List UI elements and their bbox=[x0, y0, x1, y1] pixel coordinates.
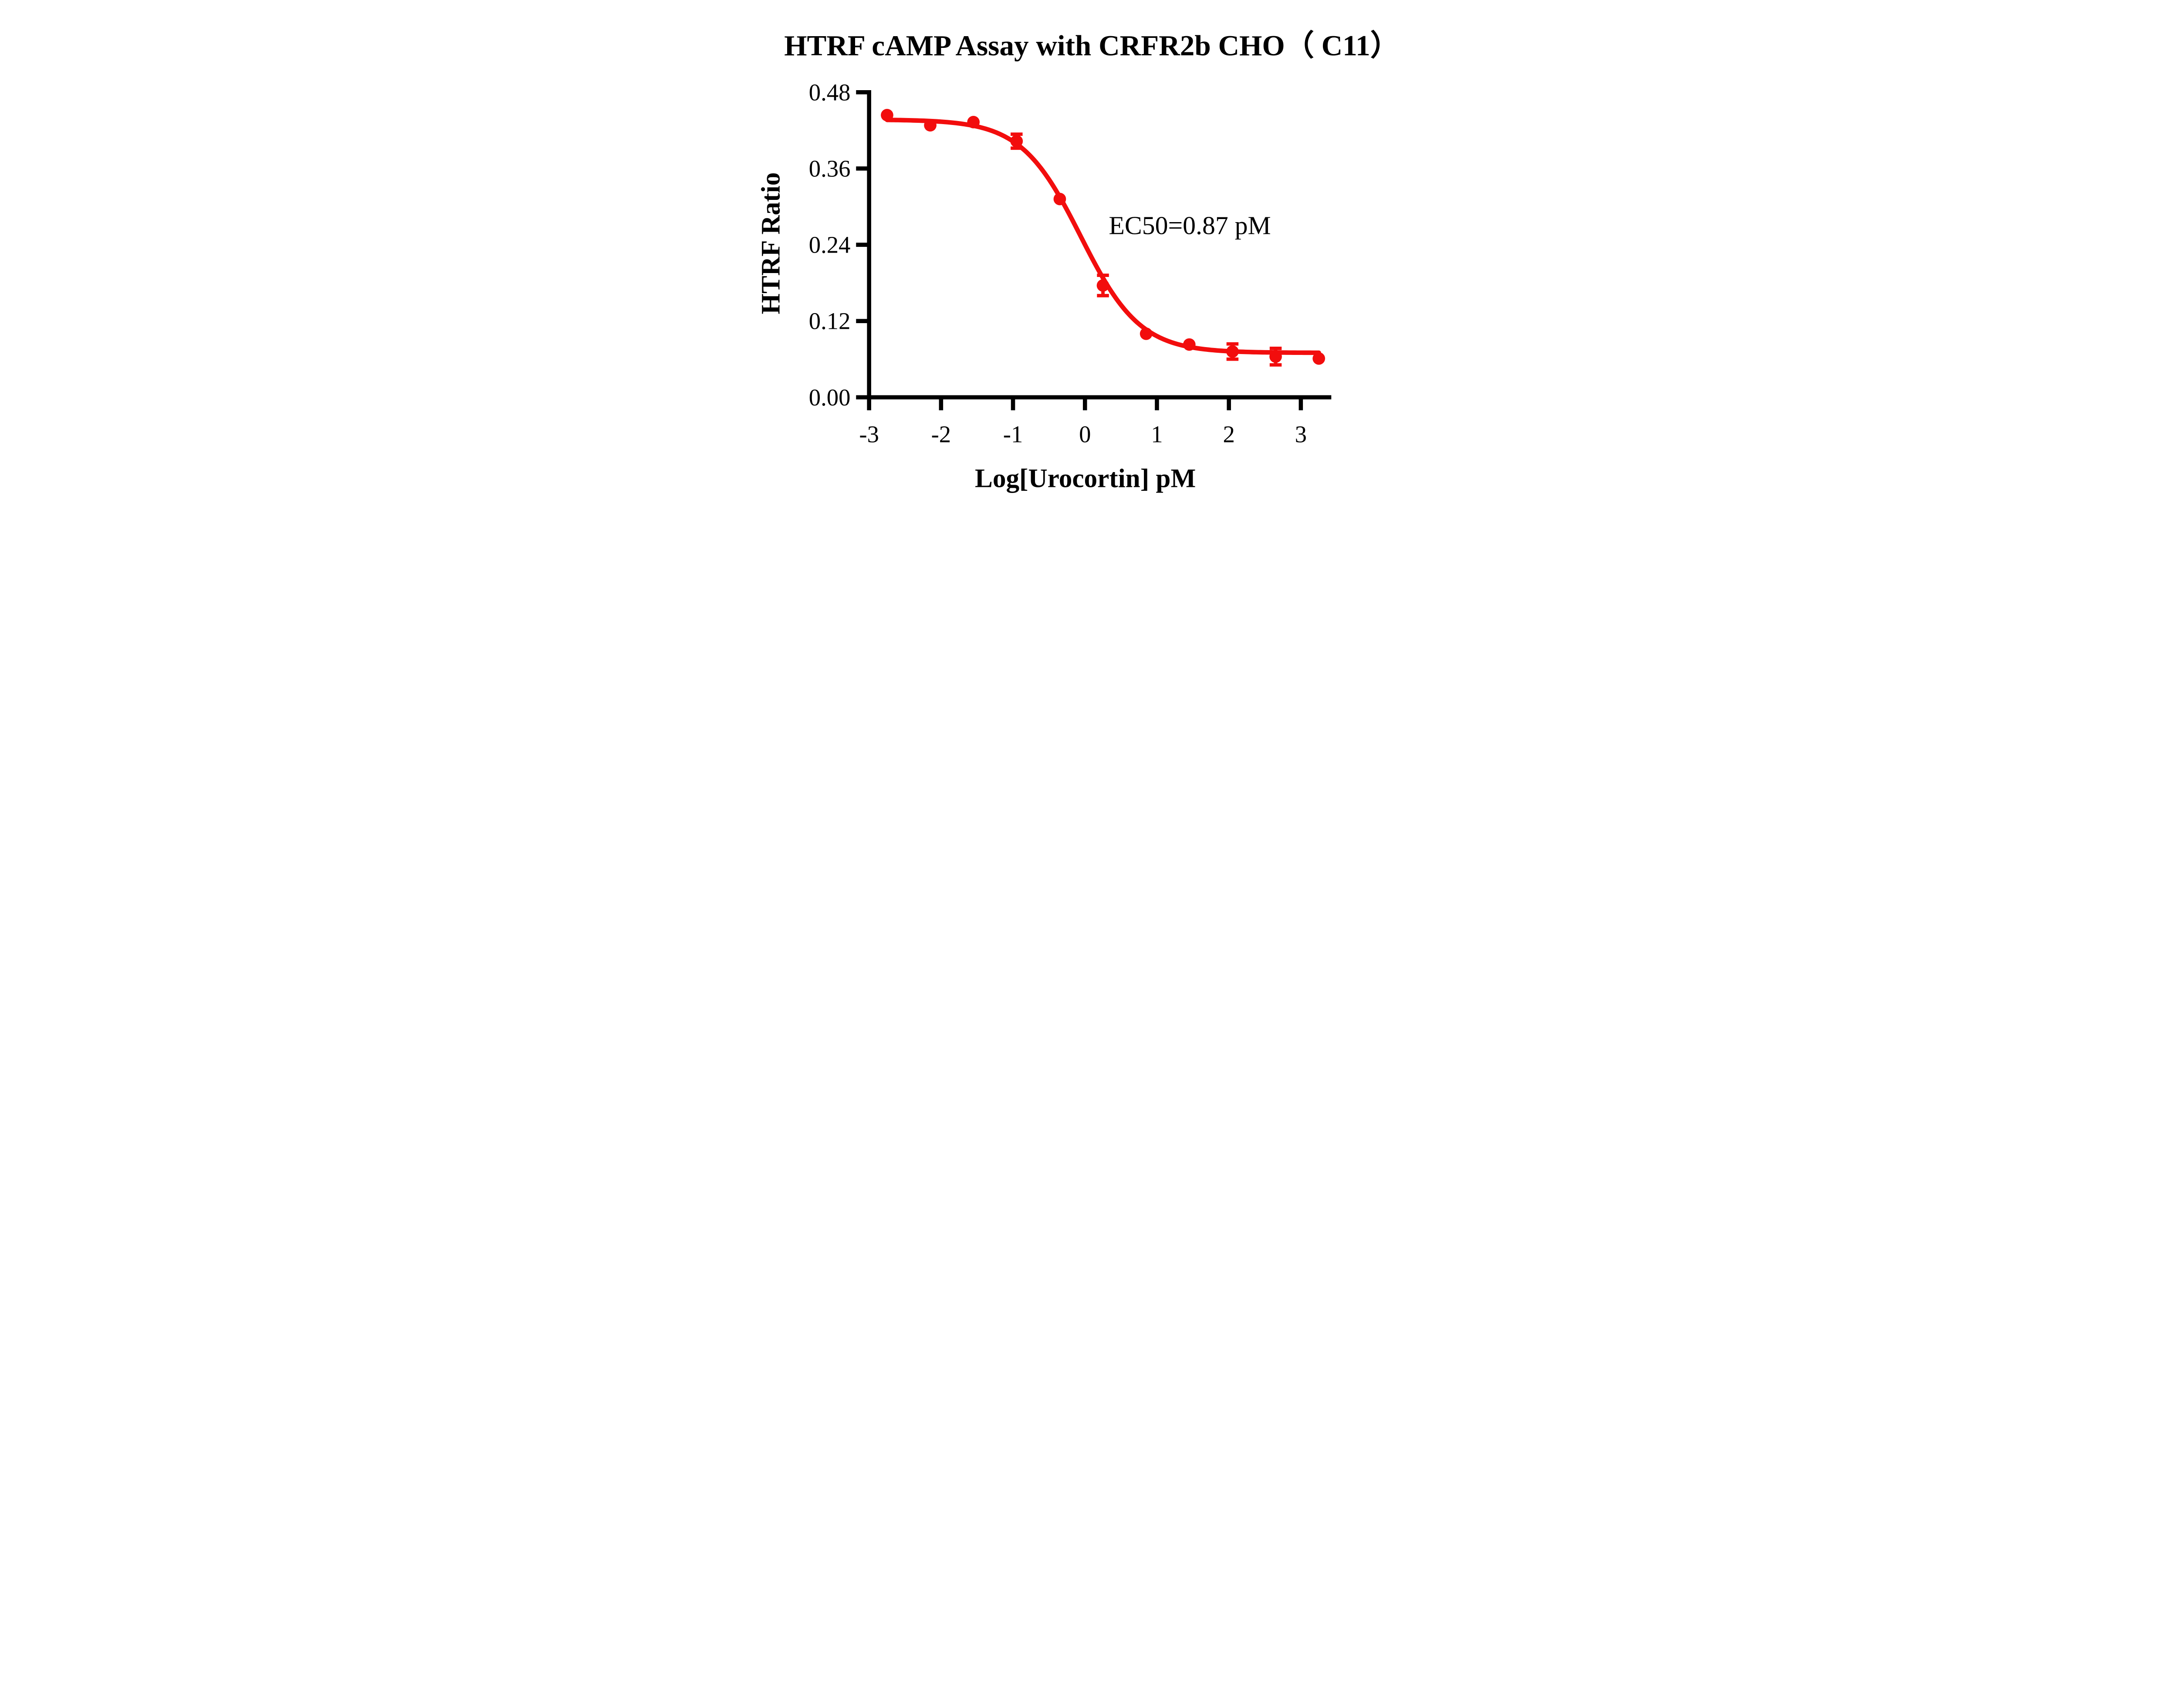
data-point bbox=[1010, 135, 1023, 148]
htrf-camp-assay-chart: HTRF cAMP Assay with CRFR2b CHO（ C11） HT… bbox=[741, 0, 1437, 510]
data-point bbox=[1183, 338, 1196, 351]
series-urocortin bbox=[881, 108, 1325, 367]
data-point bbox=[1053, 192, 1066, 206]
y-tick-label: 0.12 bbox=[809, 308, 851, 334]
chart-title: HTRF cAMP Assay with CRFR2b CHO（ C11） bbox=[784, 29, 1400, 62]
x-tick-label: 1 bbox=[1151, 421, 1163, 448]
data-point bbox=[967, 116, 980, 128]
x-tick-label: -3 bbox=[859, 421, 879, 448]
data-point bbox=[881, 108, 893, 122]
y-tick-label: 0.24 bbox=[809, 232, 851, 258]
data-point bbox=[1096, 279, 1109, 292]
x-axis-title: Log[Urocortin] pM bbox=[975, 464, 1196, 493]
x-tick-label: -2 bbox=[931, 421, 951, 448]
data-point bbox=[1269, 350, 1282, 363]
x-tick-label: 3 bbox=[1295, 421, 1307, 448]
dose-response-figure: HTRF cAMP Assay with CRFR2b CHO（ C11） HT… bbox=[741, 0, 1437, 510]
data-point bbox=[1140, 327, 1153, 340]
data-point bbox=[924, 119, 937, 132]
y-tick-label: 0.48 bbox=[809, 79, 851, 105]
x-tick-label: 2 bbox=[1223, 421, 1234, 448]
ec50-annotation: EC50=0.87 pM bbox=[1109, 211, 1271, 240]
data-point bbox=[1226, 345, 1239, 358]
y-axis-title: HTRF Ratio bbox=[756, 172, 786, 314]
y-tick-label: 0.36 bbox=[809, 155, 851, 182]
data-point bbox=[1312, 352, 1325, 365]
y-tick-label: 0.00 bbox=[809, 384, 851, 411]
x-tick-label: -1 bbox=[1003, 421, 1023, 448]
x-tick-label: 0 bbox=[1079, 421, 1091, 448]
axes: 0.00 0.12 0.24 0.36 0.48 -3 -2 -1 0 1 2 3 bbox=[809, 79, 1332, 448]
